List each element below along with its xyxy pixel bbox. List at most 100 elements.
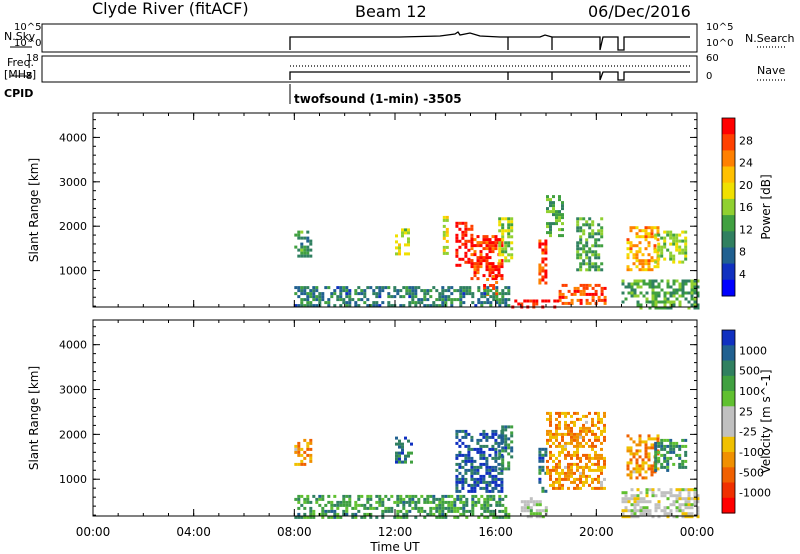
power-cell — [294, 233, 298, 237]
velocity-cell — [558, 423, 561, 427]
power-cell — [315, 286, 319, 290]
power-cell — [541, 257, 545, 261]
velocity-cell — [681, 438, 685, 442]
power-cell — [538, 281, 542, 285]
power-cell — [300, 254, 304, 258]
power-cell — [450, 301, 454, 305]
velocity-cell — [630, 488, 634, 492]
velocity-cell — [656, 467, 660, 471]
power-cell — [544, 251, 548, 255]
velocity-cell — [501, 461, 505, 465]
velocity-cell — [549, 432, 552, 436]
velocity-cell — [657, 441, 661, 445]
velocity-cell — [464, 432, 468, 436]
power-cell — [461, 230, 465, 234]
nsearch-tick-high: 10^5 — [706, 22, 734, 33]
power-cell — [663, 257, 667, 261]
power-cell — [544, 242, 548, 246]
power-cell — [384, 286, 388, 290]
power-cell — [645, 291, 649, 295]
power-cell — [476, 256, 480, 260]
power-cell — [398, 249, 401, 253]
power-cell — [411, 286, 415, 290]
velocity-cell — [684, 459, 688, 463]
velocity-cell — [669, 509, 673, 513]
power-cell — [510, 235, 514, 239]
velocity-cell — [455, 441, 459, 445]
velocity-cell — [635, 476, 639, 480]
velocity-cell — [408, 494, 412, 498]
velocity-cell — [666, 468, 670, 472]
velocity-cell — [384, 509, 388, 513]
power-cell — [455, 233, 459, 237]
velocity-cell — [591, 447, 594, 451]
power-cell — [300, 292, 304, 296]
velocity-cell — [526, 500, 530, 504]
velocity-cell — [348, 494, 352, 498]
velocity-cell — [432, 512, 436, 516]
power-cell — [629, 268, 633, 272]
velocity-cell — [306, 447, 310, 451]
power-cell — [579, 289, 583, 293]
velocity-cell — [576, 453, 579, 457]
power-cell — [591, 250, 595, 254]
power-cell — [414, 292, 418, 296]
velocity-cell — [588, 411, 591, 415]
velocity-colorbar-tick-label: -100 — [739, 446, 764, 459]
power-cell — [641, 253, 645, 257]
velocity-cell — [594, 423, 597, 427]
power-cell — [483, 287, 487, 290]
power-cell — [447, 286, 451, 290]
velocity-cell — [345, 494, 349, 498]
velocity-cell — [494, 432, 498, 436]
velocity-cell — [363, 515, 367, 519]
velocity-cell — [687, 503, 691, 507]
velocity-cell — [399, 515, 403, 519]
power-cell — [544, 275, 548, 279]
power-cell — [366, 298, 370, 302]
velocity-cell — [297, 512, 301, 516]
power-cell — [650, 229, 654, 233]
power-cell — [570, 292, 574, 296]
velocity-cell — [552, 432, 555, 436]
power-cell — [582, 229, 586, 233]
power-cell — [549, 225, 552, 229]
power-cell — [672, 288, 676, 292]
power-cell — [438, 304, 442, 308]
velocity-cell — [678, 509, 682, 513]
power-cell — [690, 288, 694, 292]
power-cell — [675, 291, 679, 295]
power-cell — [594, 241, 598, 245]
power-cell — [588, 223, 592, 227]
velocity-cell — [624, 515, 628, 519]
power-cell — [633, 279, 637, 283]
velocity-cell — [399, 509, 403, 513]
power-cell — [381, 301, 385, 305]
velocity-cell — [600, 486, 603, 490]
power-cell — [482, 259, 486, 263]
power-cell — [561, 201, 564, 205]
power-cell — [561, 234, 564, 238]
velocity-cell — [555, 429, 558, 433]
power-cell — [624, 297, 628, 301]
power-cell — [621, 300, 625, 304]
velocity-cell — [491, 444, 495, 448]
velocity-cell — [633, 503, 637, 507]
power-cell — [504, 298, 508, 302]
velocity-colorbar-frame — [721, 329, 736, 514]
velocity-cell — [538, 456, 542, 460]
velocity-cell — [473, 477, 477, 481]
power-cell — [414, 295, 418, 299]
velocity-cell — [654, 509, 658, 513]
velocity-cell — [479, 477, 483, 481]
power-cell — [476, 271, 480, 275]
velocity-cell — [555, 471, 558, 475]
power-cell — [417, 301, 421, 305]
xaxis-label: Time UT — [369, 540, 420, 554]
velocity-cell — [477, 500, 481, 504]
velocity-cell — [438, 515, 442, 519]
power-colorbar-segment — [722, 166, 735, 184]
velocity-cell — [636, 497, 640, 501]
velocity-cell — [450, 503, 454, 507]
power-cell — [632, 256, 636, 260]
